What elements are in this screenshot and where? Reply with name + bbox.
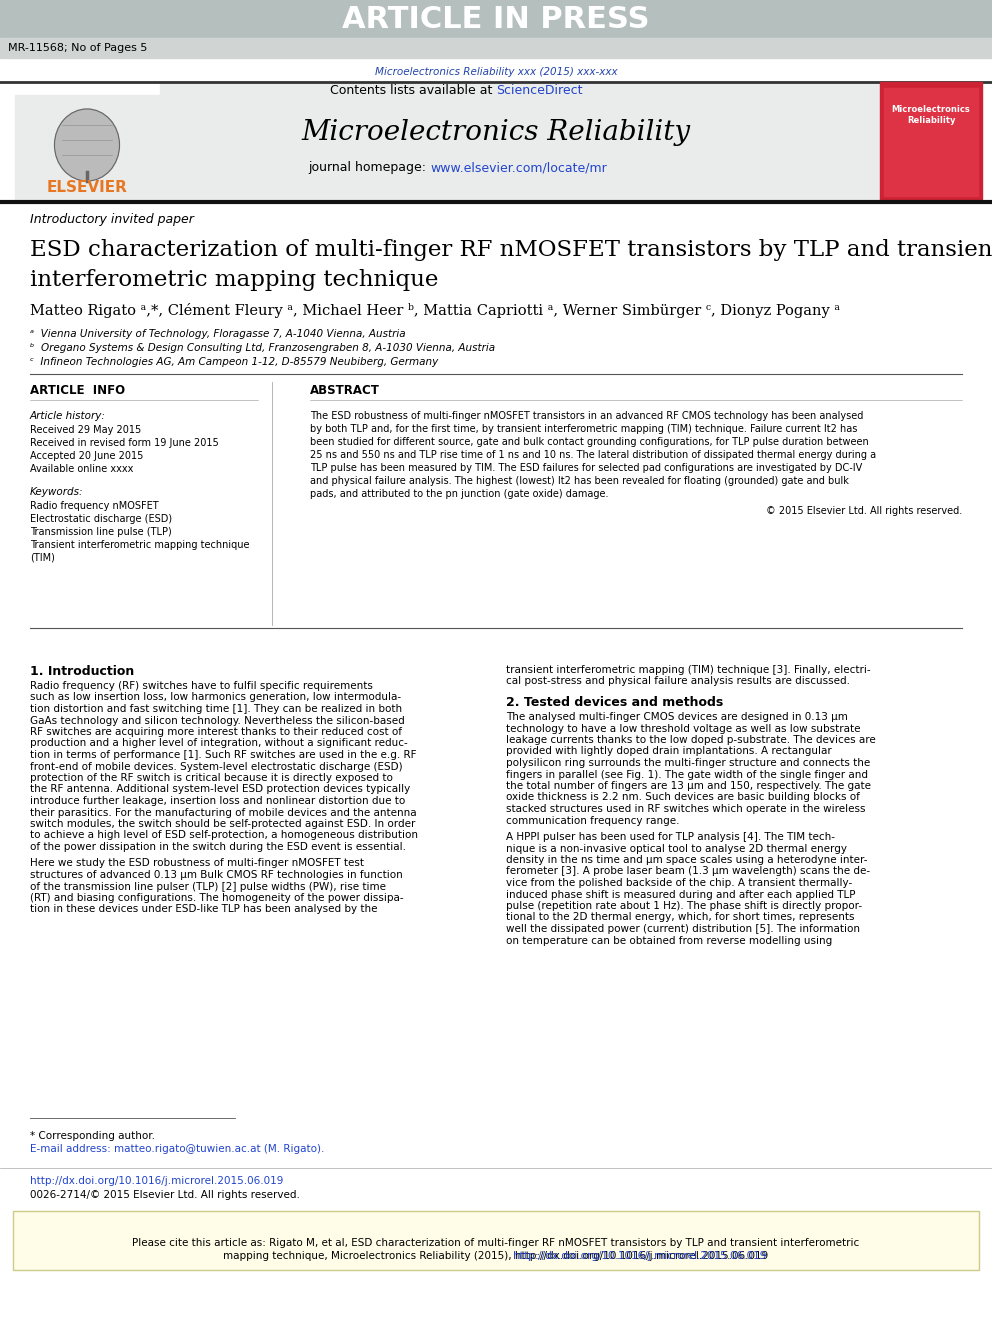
Text: ABSTRACT: ABSTRACT — [310, 385, 380, 397]
Text: GaAs technology and silicon technology. Nevertheless the silicon-based: GaAs technology and silicon technology. … — [30, 716, 405, 725]
Text: pads, and attributed to the pn junction (gate oxide) damage.: pads, and attributed to the pn junction … — [310, 490, 608, 499]
Text: vice from the polished backside of the chip. A transient thermally-: vice from the polished backside of the c… — [506, 878, 852, 888]
Text: Available online xxxx: Available online xxxx — [30, 464, 133, 474]
Text: by both TLP and, for the first time, by transient interferometric mapping (TIM) : by both TLP and, for the first time, by … — [310, 423, 857, 434]
Text: polysilicon ring surrounds the multi-finger structure and connects the: polysilicon ring surrounds the multi-fin… — [506, 758, 870, 767]
Bar — [160, 82, 880, 200]
Text: http://dx.doi.org/10.1016/j.microrel.2015.06.019: http://dx.doi.org/10.1016/j.microrel.201… — [30, 1176, 284, 1185]
Text: the total number of fingers are 13 μm and 150, respectively. The gate: the total number of fingers are 13 μm an… — [506, 781, 871, 791]
Text: Microelectronics Reliability xxx (2015) xxx-xxx: Microelectronics Reliability xxx (2015) … — [375, 67, 617, 77]
Bar — [0, 0, 992, 38]
Text: switch modules, the switch should be self-protected against ESD. In order: switch modules, the switch should be sel… — [30, 819, 416, 830]
Text: Accepted 20 June 2015: Accepted 20 June 2015 — [30, 451, 144, 460]
Bar — [880, 82, 982, 200]
Text: E-mail address: matteo.rigato@tuwien.ac.at (M. Rigato).: E-mail address: matteo.rigato@tuwien.ac.… — [30, 1144, 324, 1154]
Text: tional to the 2D thermal energy, which, for short times, represents: tional to the 2D thermal energy, which, … — [506, 913, 854, 922]
Text: fingers in parallel (see Fig. 1). The gate width of the single finger and: fingers in parallel (see Fig. 1). The ga… — [506, 770, 868, 779]
Text: ARTICLE  INFO: ARTICLE INFO — [30, 385, 125, 397]
Text: Article history:: Article history: — [30, 411, 106, 421]
Text: Keywords:: Keywords: — [30, 487, 83, 497]
Text: © 2015 Elsevier Ltd. All rights reserved.: © 2015 Elsevier Ltd. All rights reserved… — [766, 505, 962, 516]
Text: Matteo Rigato ᵃ,*, Clément Fleury ᵃ, Michael Heer ᵇ, Mattia Capriotti ᵃ, Werner : Matteo Rigato ᵃ,*, Clément Fleury ᵃ, Mic… — [30, 303, 840, 318]
Text: oxide thickness is 2.2 nm. Such devices are basic building blocks of: oxide thickness is 2.2 nm. Such devices … — [506, 792, 860, 803]
Text: journal homepage:: journal homepage: — [308, 161, 430, 175]
Bar — [15, 95, 160, 200]
Text: A HPPI pulser has been used for TLP analysis [4]. The TIM tech-: A HPPI pulser has been used for TLP anal… — [506, 832, 835, 841]
Ellipse shape — [55, 108, 119, 181]
Text: protection of the RF switch is critical because it is directly exposed to: protection of the RF switch is critical … — [30, 773, 393, 783]
Text: pulse (repetition rate about 1 Hz). The phase shift is directly propor-: pulse (repetition rate about 1 Hz). The … — [506, 901, 862, 912]
Text: well the dissipated power (current) distribution [5]. The information: well the dissipated power (current) dist… — [506, 923, 860, 934]
Text: Microelectronics
Reliability: Microelectronics Reliability — [892, 106, 970, 124]
Text: Transient interferometric mapping technique: Transient interferometric mapping techni… — [30, 540, 250, 550]
Text: induced phase shift is measured during and after each applied TLP: induced phase shift is measured during a… — [506, 889, 855, 900]
Bar — [0, 38, 992, 58]
Text: of the transmission line pulser (TLP) [2] pulse widths (PW), rise time: of the transmission line pulser (TLP) [2… — [30, 881, 386, 892]
Text: communication frequency range.: communication frequency range. — [506, 815, 680, 826]
Text: ᶜ  Infineon Technologies AG, Am Campeon 1-12, D-85579 Neubiberg, Germany: ᶜ Infineon Technologies AG, Am Campeon 1… — [30, 357, 438, 366]
Text: Received in revised form 19 June 2015: Received in revised form 19 June 2015 — [30, 438, 219, 448]
Text: Introductory invited paper: Introductory invited paper — [30, 213, 193, 226]
Text: such as low insertion loss, low harmonics generation, low intermodula-: such as low insertion loss, low harmonic… — [30, 692, 401, 703]
Text: MR-11568; No of Pages 5: MR-11568; No of Pages 5 — [8, 44, 148, 53]
Text: ᵃ  Vienna University of Technology, Floragasse 7, A-1040 Vienna, Austria: ᵃ Vienna University of Technology, Flora… — [30, 329, 406, 339]
Text: the RF antenna. Additional system-level ESD protection devices typically: the RF antenna. Additional system-level … — [30, 785, 411, 795]
Text: ELSEVIER: ELSEVIER — [47, 180, 127, 194]
Text: (TIM): (TIM) — [30, 553, 55, 564]
Text: * Corresponding author.: * Corresponding author. — [30, 1131, 155, 1140]
Text: production and a higher level of integration, without a significant reduc-: production and a higher level of integra… — [30, 738, 408, 749]
Text: tion in these devices under ESD-like TLP has been analysed by the: tion in these devices under ESD-like TLP… — [30, 905, 378, 914]
Text: Transmission line pulse (TLP): Transmission line pulse (TLP) — [30, 527, 172, 537]
FancyBboxPatch shape — [13, 1211, 979, 1270]
Bar — [884, 89, 978, 196]
Text: transient interferometric mapping (TIM) technique [3]. Finally, electri-: transient interferometric mapping (TIM) … — [506, 665, 871, 675]
Text: mapping technique, Microelectronics Reliability (2015), http://dx.doi.org/10.101: mapping technique, Microelectronics Reli… — [223, 1252, 769, 1261]
Text: nique is a non-invasive optical tool to analyse 2D thermal energy: nique is a non-invasive optical tool to … — [506, 844, 847, 853]
Text: Radio frequency (RF) switches have to fulfil specific requirements: Radio frequency (RF) switches have to fu… — [30, 681, 373, 691]
Text: introduce further leakage, insertion loss and nonlinear distortion due to: introduce further leakage, insertion los… — [30, 796, 406, 806]
Text: structures of advanced 0.13 μm Bulk CMOS RF technologies in function: structures of advanced 0.13 μm Bulk CMOS… — [30, 871, 403, 880]
Text: 25 ns and 550 ns and TLP rise time of 1 ns and 10 ns. The lateral distribution o: 25 ns and 550 ns and TLP rise time of 1 … — [310, 450, 876, 460]
Text: their parasitics. For the manufacturing of mobile devices and the antenna: their parasitics. For the manufacturing … — [30, 807, 417, 818]
Text: been studied for different source, gate and bulk contact grounding configuration: been studied for different source, gate … — [310, 437, 869, 447]
Text: Radio frequency nMOSFET: Radio frequency nMOSFET — [30, 501, 159, 511]
Text: Please cite this article as: Rigato M, et al, ESD characterization of multi-fing: Please cite this article as: Rigato M, e… — [132, 1238, 860, 1248]
Text: ᵇ  Oregano Systems & Design Consulting Ltd, Franzosengraben 8, A-1030 Vienna, Au: ᵇ Oregano Systems & Design Consulting Lt… — [30, 343, 495, 353]
Text: (RT) and biasing configurations. The homogeneity of the power dissipa-: (RT) and biasing configurations. The hom… — [30, 893, 404, 904]
Text: 0026-2714/© 2015 Elsevier Ltd. All rights reserved.: 0026-2714/© 2015 Elsevier Ltd. All right… — [30, 1189, 300, 1200]
Text: Microelectronics Reliability: Microelectronics Reliability — [302, 119, 690, 147]
Text: http://dx.doi.org/10.1016/j.microrel.2015.06.019: http://dx.doi.org/10.1016/j.microrel.201… — [513, 1252, 767, 1261]
Text: 1. Introduction: 1. Introduction — [30, 665, 134, 677]
Text: RF switches are acquiring more interest thanks to their reduced cost of: RF switches are acquiring more interest … — [30, 728, 402, 737]
Text: to achieve a high level of ESD self-protection, a homogeneous distribution: to achieve a high level of ESD self-prot… — [30, 831, 418, 840]
Text: The ESD robustness of multi-finger nMOSFET transistors in an advanced RF CMOS te: The ESD robustness of multi-finger nMOSF… — [310, 411, 863, 421]
Text: Contents lists available at: Contents lists available at — [329, 83, 496, 97]
Text: stacked structures used in RF switches which operate in the wireless: stacked structures used in RF switches w… — [506, 804, 865, 814]
Text: ARTICLE IN PRESS: ARTICLE IN PRESS — [342, 4, 650, 33]
Text: The analysed multi-finger CMOS devices are designed in 0.13 μm: The analysed multi-finger CMOS devices a… — [506, 712, 848, 722]
Text: Electrostatic discharge (ESD): Electrostatic discharge (ESD) — [30, 515, 173, 524]
Text: ESD characterization of multi-finger RF nMOSFET transistors by TLP and transient: ESD characterization of multi-finger RF … — [30, 239, 992, 261]
Text: provided with lightly doped drain implantations. A rectangular: provided with lightly doped drain implan… — [506, 746, 831, 757]
Text: Here we study the ESD robustness of multi-finger nMOSFET test: Here we study the ESD robustness of mult… — [30, 859, 364, 868]
Text: cal post-stress and physical failure analysis results are discussed.: cal post-stress and physical failure ana… — [506, 676, 850, 687]
Text: Received 29 May 2015: Received 29 May 2015 — [30, 425, 141, 435]
Text: of the power dissipation in the switch during the ESD event is essential.: of the power dissipation in the switch d… — [30, 841, 406, 852]
Text: tion in terms of performance [1]. Such RF switches are used in the e.g. RF: tion in terms of performance [1]. Such R… — [30, 750, 417, 759]
Text: ferometer [3]. A probe laser beam (1.3 μm wavelength) scans the de-: ferometer [3]. A probe laser beam (1.3 μ… — [506, 867, 870, 877]
Text: on temperature can be obtained from reverse modelling using: on temperature can be obtained from reve… — [506, 935, 832, 946]
Text: www.elsevier.com/locate/mr: www.elsevier.com/locate/mr — [430, 161, 607, 175]
Text: and physical failure analysis. The highest (lowest) It2 has been revealed for fl: and physical failure analysis. The highe… — [310, 476, 849, 486]
Text: technology to have a low threshold voltage as well as low substrate: technology to have a low threshold volta… — [506, 724, 860, 733]
Text: leakage currents thanks to the low doped p-substrate. The devices are: leakage currents thanks to the low doped… — [506, 736, 876, 745]
Text: 2. Tested devices and methods: 2. Tested devices and methods — [506, 696, 723, 709]
Text: ScienceDirect: ScienceDirect — [496, 83, 582, 97]
Text: density in the ns time and μm space scales using a heterodyne inter-: density in the ns time and μm space scal… — [506, 855, 867, 865]
Text: front-end of mobile devices. System-level electrostatic discharge (ESD): front-end of mobile devices. System-leve… — [30, 762, 403, 771]
Text: TLP pulse has been measured by TIM. The ESD failures for selected pad configurat: TLP pulse has been measured by TIM. The … — [310, 463, 862, 474]
Text: interferometric mapping technique: interferometric mapping technique — [30, 269, 438, 291]
Text: tion distortion and fast switching time [1]. They can be realized in both: tion distortion and fast switching time … — [30, 704, 402, 714]
